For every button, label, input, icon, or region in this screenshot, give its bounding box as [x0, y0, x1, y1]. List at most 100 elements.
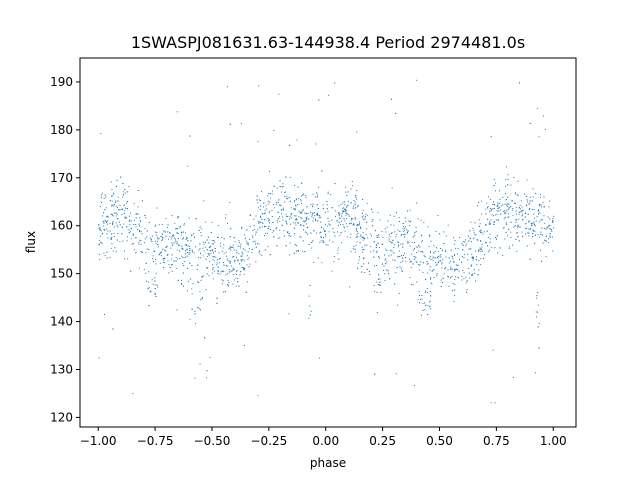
data-point	[549, 233, 551, 235]
data-point	[448, 262, 450, 264]
data-point	[390, 249, 392, 251]
data-point	[355, 237, 357, 239]
data-point	[454, 254, 456, 256]
data-point	[154, 240, 156, 242]
data-point	[213, 270, 215, 272]
data-point	[312, 220, 314, 222]
data-point	[338, 205, 340, 207]
data-point	[185, 232, 187, 234]
data-point	[305, 213, 307, 215]
data-point	[426, 292, 428, 294]
data-point	[321, 262, 323, 264]
data-point	[172, 243, 174, 245]
data-point	[249, 263, 251, 265]
data-point	[485, 241, 487, 243]
data-point	[489, 241, 491, 243]
data-point	[124, 217, 126, 219]
data-point	[279, 204, 281, 206]
data-point	[508, 216, 510, 218]
data-point	[485, 224, 487, 226]
data-point	[436, 275, 438, 277]
data-point	[106, 233, 108, 235]
data-point	[362, 215, 364, 217]
data-point	[442, 277, 444, 279]
data-point	[347, 201, 349, 203]
data-point	[285, 221, 287, 223]
data-point	[535, 234, 537, 236]
data-point	[387, 270, 389, 272]
data-point	[151, 258, 153, 260]
data-point	[231, 246, 233, 248]
data-point	[453, 243, 455, 245]
data-point	[540, 219, 542, 221]
data-point	[462, 270, 464, 272]
data-point	[119, 209, 121, 211]
data-point	[199, 226, 201, 228]
data-point	[281, 208, 283, 210]
data-point	[283, 235, 285, 237]
data-point	[116, 179, 118, 181]
data-point	[337, 224, 339, 226]
data-point	[457, 248, 459, 250]
data-point	[422, 251, 424, 253]
data-point	[107, 230, 109, 232]
data-point	[212, 264, 214, 266]
data-point	[273, 207, 275, 209]
data-point	[355, 244, 357, 246]
data-point	[366, 244, 368, 246]
data-point	[172, 235, 174, 237]
data-point	[273, 185, 275, 187]
data-point	[495, 182, 497, 184]
data-point	[279, 237, 281, 239]
data-point	[552, 250, 554, 252]
data-point	[427, 263, 429, 265]
data-point	[388, 273, 390, 275]
data-point	[154, 293, 156, 295]
data-point	[148, 305, 150, 307]
data-point	[493, 179, 495, 181]
data-point	[234, 249, 236, 251]
data-point	[193, 252, 195, 254]
data-point	[186, 255, 188, 257]
data-point	[482, 257, 484, 259]
data-point	[225, 251, 227, 253]
data-point	[457, 277, 459, 279]
data-point	[177, 215, 179, 217]
data-point	[544, 239, 546, 241]
data-point	[478, 260, 480, 262]
data-point	[116, 218, 118, 220]
data-point	[386, 226, 388, 228]
data-point	[290, 235, 292, 237]
data-point	[122, 182, 124, 184]
data-point	[450, 260, 452, 262]
data-point	[358, 256, 360, 258]
data-point	[230, 247, 232, 249]
data-point	[553, 227, 555, 229]
data-point	[377, 212, 379, 214]
data-point	[479, 250, 481, 252]
data-point	[429, 290, 431, 292]
data-point	[414, 234, 416, 236]
data-point	[386, 249, 388, 251]
data-point	[113, 226, 115, 228]
data-point	[514, 225, 516, 227]
data-point	[258, 85, 260, 87]
data-point	[409, 277, 411, 279]
data-point	[509, 207, 511, 209]
data-point	[262, 206, 264, 208]
data-point	[316, 214, 318, 216]
data-point	[209, 250, 211, 252]
data-point	[534, 242, 536, 244]
data-point	[137, 213, 139, 215]
data-point	[473, 237, 475, 239]
data-point	[425, 290, 427, 292]
data-point	[440, 279, 442, 281]
data-point	[514, 193, 516, 195]
data-point	[240, 255, 242, 257]
data-point	[154, 280, 156, 282]
data-point	[485, 224, 487, 226]
data-point	[181, 234, 183, 236]
data-point	[352, 207, 354, 209]
data-point	[186, 252, 188, 254]
data-point	[169, 236, 171, 238]
